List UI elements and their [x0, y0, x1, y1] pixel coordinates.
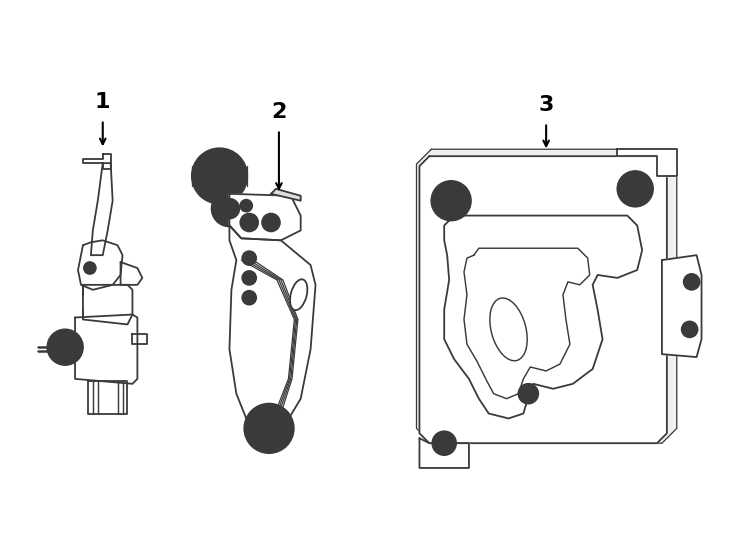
- Circle shape: [240, 200, 252, 212]
- Ellipse shape: [290, 279, 308, 310]
- Ellipse shape: [490, 298, 527, 361]
- Circle shape: [262, 214, 280, 232]
- Text: 2: 2: [272, 102, 286, 122]
- Circle shape: [242, 291, 256, 305]
- Polygon shape: [132, 334, 148, 344]
- Circle shape: [683, 274, 700, 290]
- Polygon shape: [120, 262, 142, 285]
- Polygon shape: [78, 240, 123, 290]
- Circle shape: [441, 191, 461, 211]
- Polygon shape: [75, 314, 137, 384]
- Text: 1: 1: [95, 92, 111, 112]
- Circle shape: [682, 321, 697, 338]
- Circle shape: [55, 338, 75, 357]
- Circle shape: [60, 342, 70, 352]
- Circle shape: [219, 199, 239, 219]
- Polygon shape: [617, 149, 677, 176]
- Circle shape: [432, 181, 471, 220]
- Polygon shape: [662, 255, 702, 357]
- Polygon shape: [230, 194, 301, 240]
- Polygon shape: [83, 154, 111, 169]
- Circle shape: [211, 191, 247, 226]
- Circle shape: [686, 326, 694, 333]
- Circle shape: [47, 329, 83, 365]
- Circle shape: [523, 389, 534, 399]
- Polygon shape: [83, 285, 132, 325]
- Circle shape: [432, 431, 456, 455]
- Circle shape: [240, 214, 258, 232]
- Polygon shape: [91, 163, 112, 255]
- Circle shape: [242, 251, 256, 265]
- Polygon shape: [230, 226, 316, 433]
- Circle shape: [518, 384, 538, 403]
- Circle shape: [688, 278, 696, 286]
- Circle shape: [192, 148, 247, 204]
- Circle shape: [242, 271, 256, 285]
- Circle shape: [202, 158, 237, 194]
- Polygon shape: [416, 149, 677, 443]
- Circle shape: [244, 403, 294, 453]
- Circle shape: [438, 437, 450, 449]
- Text: 3: 3: [539, 94, 554, 114]
- Circle shape: [626, 180, 644, 198]
- Polygon shape: [419, 156, 667, 443]
- Polygon shape: [88, 381, 128, 414]
- Polygon shape: [419, 438, 469, 468]
- Circle shape: [617, 171, 653, 207]
- Circle shape: [84, 262, 96, 274]
- Circle shape: [254, 414, 284, 443]
- Polygon shape: [271, 189, 301, 201]
